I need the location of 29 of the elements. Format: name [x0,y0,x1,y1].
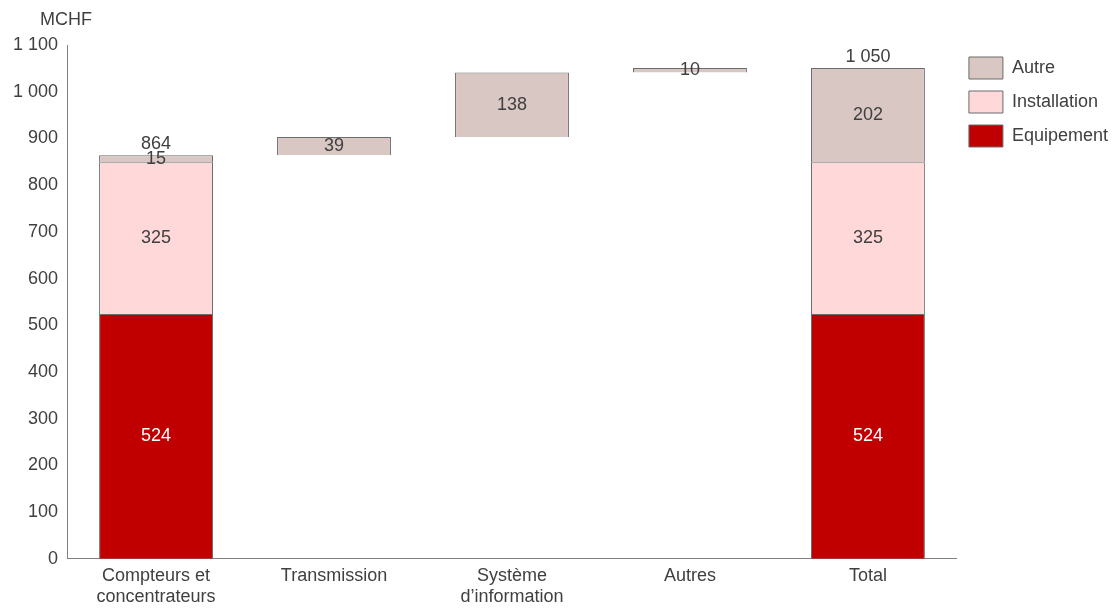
y-tick-label: 900 [28,127,59,148]
data-label: 325 [852,227,883,248]
x-tick-label: Transmission [280,564,388,585]
y-tick-label: 500 [28,314,59,335]
legend-label: Installation [1011,90,1098,111]
y-tick-label: 300 [28,407,59,428]
y-tick-label: 0 [48,547,59,568]
y-axis-title: MCHF [40,8,92,29]
legend-label: Autre [1011,56,1055,77]
legend-label: Equipement [1011,124,1109,145]
data-label: 138 [496,93,528,114]
x-tick-label: Système d’information [460,564,564,607]
x-tick-label: Compteurs et concentrateurs [96,564,216,607]
x-tick-label: Autres [663,564,716,585]
y-tick-label: 400 [28,360,59,381]
y-tick-label: 200 [28,454,59,475]
y-tick-label: 800 [28,174,59,195]
total-label: 1 050 [845,45,891,66]
data-label: 524 [141,425,172,446]
y-tick-label: 700 [28,220,59,241]
y-tick-label: 100 [28,501,59,522]
data-label: 39 [324,135,345,156]
data-label: 202 [852,104,883,125]
data-label: 524 [852,425,883,446]
x-tick-label: Total [848,564,887,585]
y-tick-label: 1 100 [13,33,59,54]
y-tick-label: 1 000 [13,80,59,101]
data-label: 325 [141,227,172,248]
y-tick-label: 600 [28,267,59,288]
